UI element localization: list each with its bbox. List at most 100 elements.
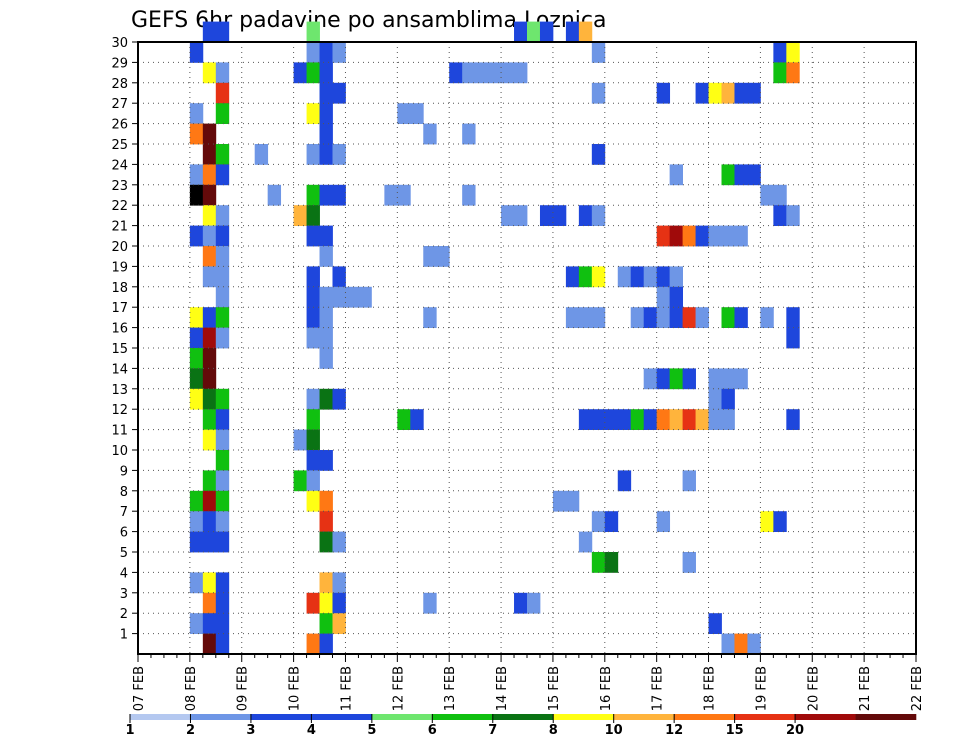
heatmap-cell	[708, 82, 722, 104]
heatmap-cell	[332, 592, 346, 614]
heatmap-cell	[189, 613, 204, 634]
y-tick-label: 28	[111, 77, 128, 92]
heatmap-cell	[202, 470, 217, 492]
heatmap-cell	[682, 368, 696, 390]
colorbar: 1 2 3 4 5 6 7 8 10 12 15 20	[125, 714, 917, 738]
heatmap-cell	[332, 531, 346, 553]
heatmap-cell	[202, 511, 217, 532]
heatmap-cell	[591, 307, 606, 328]
y-tick-label: 13	[111, 383, 128, 398]
heatmap-cell	[319, 42, 333, 63]
heatmap-cell	[189, 572, 204, 594]
heatmap-cell	[189, 327, 204, 349]
heatmap-cell	[462, 62, 476, 84]
heatmap-cell	[669, 307, 683, 328]
heatmap-cell	[721, 409, 735, 430]
heatmap-cell	[747, 633, 761, 655]
heatmap-cell	[215, 286, 230, 308]
y-tick-label: 9	[120, 464, 128, 479]
heatmap-cell	[202, 21, 217, 43]
heatmap-cell	[319, 490, 333, 512]
heatmap-cell	[319, 246, 333, 267]
heatmap-cell	[215, 327, 230, 349]
heatmap-cell	[514, 205, 528, 226]
heatmap-cell	[423, 592, 437, 614]
heatmap-cell	[682, 470, 696, 492]
heatmap-cell	[423, 307, 437, 328]
heatmap-cell	[202, 368, 217, 390]
x-tick-label: 18 FEB	[703, 666, 718, 711]
heatmap-cell	[643, 368, 658, 390]
heatmap-cell	[319, 123, 333, 145]
heatmap-cell	[527, 21, 541, 43]
heatmap-cell	[397, 184, 411, 206]
heatmap-cell	[306, 286, 320, 308]
heatmap-cell	[656, 511, 671, 532]
heatmap-cell	[319, 511, 333, 532]
heatmap-cell	[202, 531, 217, 553]
heatmap-cell	[202, 592, 217, 614]
heatmap-cell	[760, 184, 774, 206]
heatmap-cell	[306, 225, 320, 247]
heatmap-cell	[656, 286, 671, 308]
heatmap-cell	[189, 225, 204, 247]
heatmap-cell	[669, 266, 683, 288]
y-axis: 1234567891011121314151617181920212223242…	[111, 36, 138, 643]
heatmap-cell	[202, 123, 217, 145]
heatmap-cell	[189, 490, 204, 512]
x-tick-label: 21 FEB	[858, 666, 873, 711]
heatmap-cell	[319, 633, 333, 655]
heatmap-cell	[332, 286, 346, 308]
heatmap-cell	[215, 429, 230, 451]
heatmap-cell	[202, 490, 217, 512]
heatmap-cell	[215, 409, 230, 430]
heatmap-cell	[591, 42, 606, 63]
heatmap-cell	[773, 205, 787, 226]
y-tick-label: 3	[120, 587, 128, 602]
heatmap-cell	[202, 409, 217, 430]
heatmap-cell	[552, 490, 567, 512]
heatmap-cell	[669, 368, 683, 390]
heatmap-cell	[721, 388, 735, 410]
heatmap-cell	[669, 409, 683, 430]
heatmap-cell	[565, 307, 580, 328]
heatmap-cell	[565, 266, 580, 288]
y-tick-label: 11	[111, 424, 128, 439]
colorbar-label: 8	[549, 723, 558, 738]
heatmap-cell	[682, 409, 696, 430]
heatmap-cell	[319, 184, 333, 206]
colorbar-swatch	[795, 714, 856, 720]
heatmap-cell	[410, 103, 424, 124]
heatmap-cell	[215, 633, 230, 655]
heatmap-cell	[786, 62, 800, 84]
heatmap-cell	[215, 490, 230, 512]
heatmap-cell	[423, 123, 437, 145]
heatmap-cell	[436, 246, 450, 267]
y-tick-label: 17	[111, 301, 128, 316]
y-tick-label: 16	[111, 322, 128, 337]
heatmap-cell	[591, 552, 606, 573]
heatmap-cell	[747, 82, 761, 104]
heatmap-cell	[215, 205, 230, 226]
heatmap-cell	[319, 450, 333, 471]
heatmap-cell	[306, 184, 320, 206]
heatmap-cell	[306, 21, 320, 43]
colorbar-swatch	[492, 714, 554, 720]
heatmap-cell	[189, 307, 204, 328]
heatmap-cell	[306, 205, 320, 226]
x-tick-label: 11 FEB	[339, 666, 354, 711]
heatmap-cell	[578, 531, 593, 553]
heatmap-cell	[630, 266, 645, 288]
y-tick-label: 15	[111, 342, 128, 357]
colorbar-label: 6	[428, 723, 437, 738]
heatmap-cell	[643, 266, 658, 288]
heatmap-cell	[319, 103, 333, 124]
heatmap-cell	[215, 613, 230, 634]
colorbar-label: 7	[488, 723, 497, 738]
heatmap-cell	[293, 62, 307, 84]
heatmap-cell	[695, 225, 709, 247]
heatmap-cell	[189, 388, 204, 410]
heatmap-cell	[656, 409, 671, 430]
heatmap-cell	[591, 266, 606, 288]
y-tick-label: 14	[111, 362, 128, 377]
